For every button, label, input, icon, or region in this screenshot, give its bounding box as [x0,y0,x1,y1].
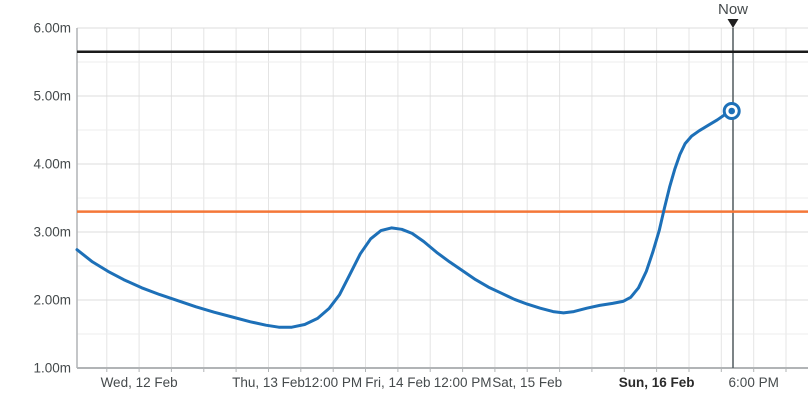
major-gridlines [77,27,808,301]
latest-reading-marker[interactable] [722,102,741,120]
x-tick-label: Sun, 16 Feb [619,375,695,390]
level-series-line[interactable] [75,109,734,329]
x-tick-label: 12:00 PM [304,375,362,390]
y-tick-label: 5.00m [33,89,71,104]
x-tick-label: Fri, 14 Feb [365,375,430,390]
y-tick-label: 6.00m [33,21,71,36]
x-axis-labels: Wed, 12 Feb Thu, 13 Feb 12:00 PM Fri, 14 Fe… [101,375,779,390]
x-tick-label: 12:00 PM [434,375,492,390]
latest-reading-dot [728,107,735,115]
y-axis-labels: 6.00m 5.00m 4.00m 3.00m 2.00m 1.00m [33,21,71,376]
y-tick-label: 1.00m [33,361,71,376]
y-tick-label: 2.00m [33,293,71,308]
vertical-gridlines [106,28,787,372]
minor-gridlines [77,61,808,335]
x-tick-label: Wed, 12 Feb [101,375,178,390]
x-tick-label: Sat, 15 Feb [492,375,562,390]
x-tick-label: 6:00 PM [729,375,779,390]
y-tick-label: 3.00m [33,225,71,240]
now-triangle-icon [727,19,739,28]
y-tick-label: 4.00m [33,157,71,172]
x-tick-label: Thu, 13 Feb [232,375,305,390]
now-label: Now [718,1,748,18]
